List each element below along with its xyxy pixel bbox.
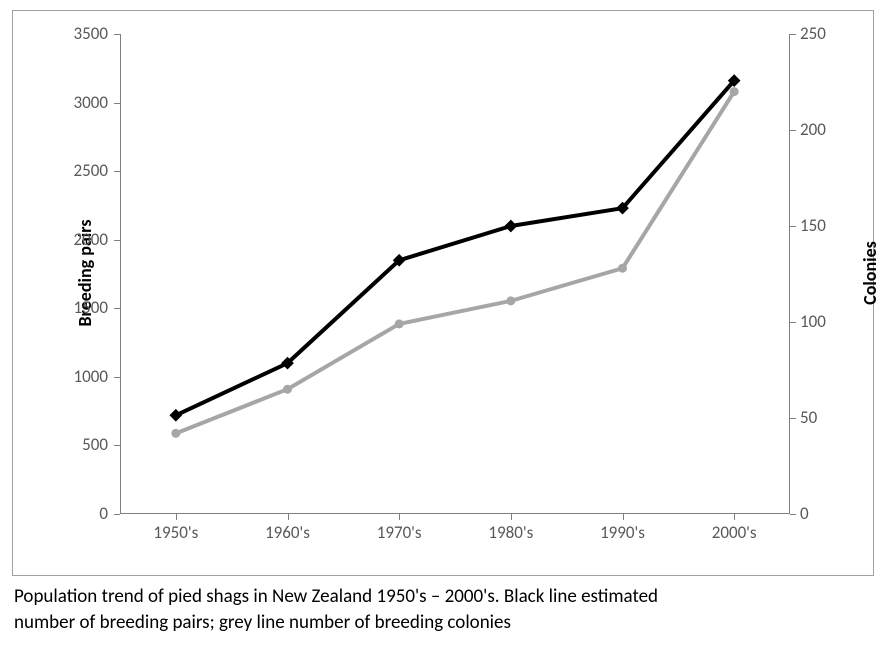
x-tick-label: 2000's [694, 522, 774, 543]
y-right-tick-label: 50 [800, 407, 850, 428]
y-right-tick [790, 418, 796, 419]
x-tick [176, 514, 177, 520]
y-right-tick-label: 250 [800, 23, 850, 44]
y-right-tick [790, 322, 796, 323]
x-tick-label: 1990's [583, 522, 663, 543]
y-left-tick [114, 103, 120, 104]
y-left-tick-label: 1000 [58, 366, 108, 387]
y-right-tick [790, 34, 796, 35]
y-left-tick-label: 2500 [58, 160, 108, 181]
y-left-tick [114, 240, 120, 241]
y-right-tick-label: 200 [800, 119, 850, 140]
x-tick [734, 514, 735, 520]
x-tick-label: 1950's [136, 522, 216, 543]
y-axis-right-title: Colonies [859, 213, 881, 333]
series-line-breeding-pairs [176, 81, 734, 416]
series-line-colonies [176, 92, 734, 434]
y-left-tick [114, 308, 120, 309]
y-axis-left-title: Breeding pairs [74, 203, 96, 343]
series-svg [120, 34, 790, 514]
y-right-tick [790, 226, 796, 227]
y-left-tick-label: 500 [58, 434, 108, 455]
x-tick [399, 514, 400, 520]
series-marker-breeding-pairs [504, 220, 517, 233]
series-marker-colonies [506, 296, 515, 305]
x-tick-label: 1980's [471, 522, 551, 543]
y-left-tick-label: 3000 [58, 92, 108, 113]
x-tick-label: 1960's [248, 522, 328, 543]
y-left-tick-label: 1500 [58, 297, 108, 318]
caption-line-1: Population trend of pied shags in New Ze… [14, 585, 658, 608]
chart-container: Breeding pairs Colonies Population trend… [0, 0, 885, 654]
y-left-tick-label: 2000 [58, 229, 108, 250]
x-tick [623, 514, 624, 520]
y-left-tick-label: 3500 [58, 23, 108, 44]
series-marker-colonies [283, 385, 292, 394]
plot-area [120, 34, 790, 514]
x-tick-label: 1970's [359, 522, 439, 543]
y-right-tick-label: 100 [800, 311, 850, 332]
series-marker-colonies [730, 87, 739, 96]
x-tick [288, 514, 289, 520]
series-marker-colonies [395, 319, 404, 328]
series-marker-colonies [171, 429, 180, 438]
chart-caption: Population trend of pied shags in New Ze… [14, 584, 870, 635]
x-tick [511, 514, 512, 520]
y-left-tick [114, 514, 120, 515]
y-left-tick-label: 0 [58, 503, 108, 524]
series-marker-breeding-pairs [169, 409, 182, 422]
y-left-tick [114, 171, 120, 172]
caption-line-2: number of breeding pairs; grey line numb… [14, 611, 511, 634]
y-right-tick [790, 130, 796, 131]
y-right-tick-label: 0 [800, 503, 850, 524]
series-marker-colonies [618, 264, 627, 273]
y-left-tick [114, 445, 120, 446]
y-right-tick [790, 514, 796, 515]
y-left-tick [114, 34, 120, 35]
y-left-tick [114, 377, 120, 378]
y-right-tick-label: 150 [800, 215, 850, 236]
